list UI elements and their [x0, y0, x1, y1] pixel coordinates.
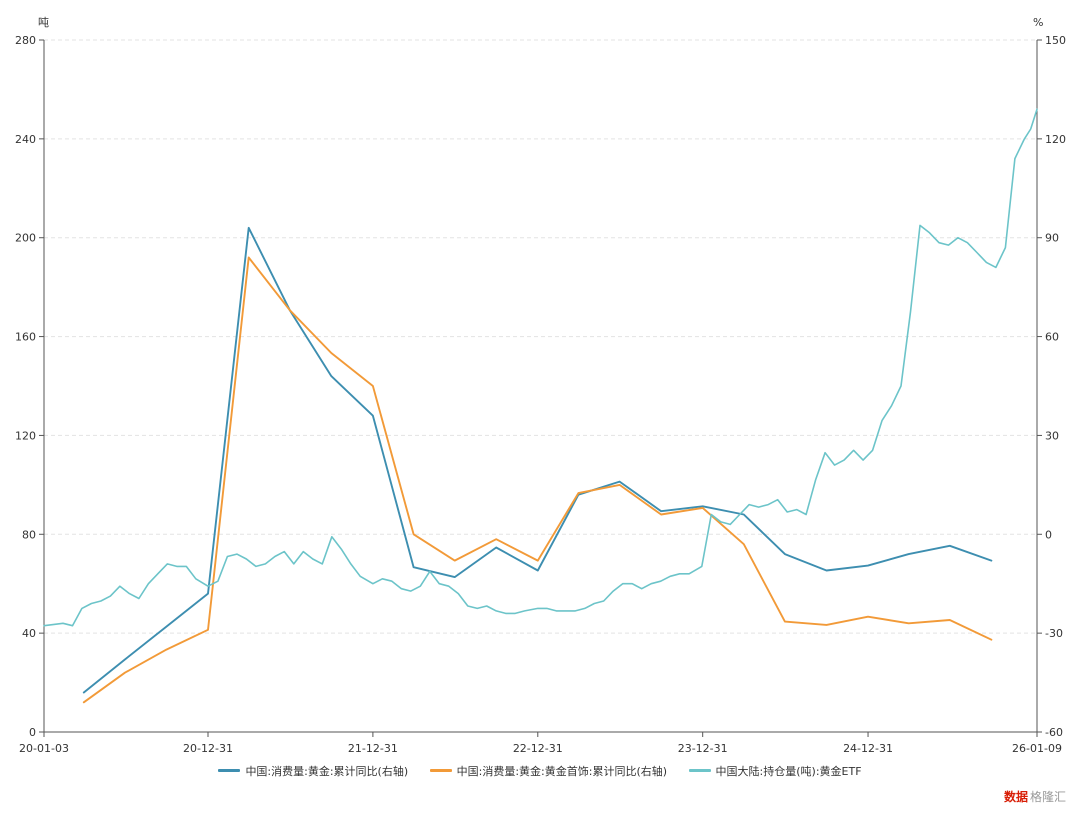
series-line-1	[82, 256, 993, 704]
legend-item-gold-etf-holdings[interactable]: 中国大陆:持仓量(吨):黄金ETF	[688, 763, 862, 779]
x-axis-tick-label: 20-01-03	[19, 742, 69, 755]
gridlines	[44, 39, 1037, 634]
x-axis-tick-label: 21-12-31	[348, 742, 398, 755]
right-axis-tick-label: -60	[1045, 726, 1063, 739]
legend-swatch	[218, 769, 241, 772]
source-brand: 格隆汇	[1029, 790, 1066, 804]
left-axis-tick-label: 200	[15, 232, 36, 245]
chart-svg: 吨 % 0 40 80 120 160 200 240 280 -60 -30 0 30 60 90 120…	[15, 16, 1066, 755]
left-axis-tick-label: 280	[15, 34, 36, 47]
legend-item-gold-jewelry-consumption[interactable]: 中国:消费量:黄金:黄金首饰:累计同比(右轴)	[429, 763, 668, 779]
source-watermark: 数据 格隆汇	[1004, 788, 1066, 805]
x-axis-tick-label: 24-12-31	[843, 742, 893, 755]
legend-label: 中国:消费量:黄金:累计同比(右轴)	[245, 764, 409, 778]
legend-item-gold-consumption[interactable]: 中国:消费量:黄金:累计同比(右轴)	[218, 763, 408, 779]
legend-label: 中国大陆:持仓量(吨):黄金ETF	[715, 764, 862, 778]
legend: 中国:消费量:黄金:累计同比(右轴) 中国:消费量:黄金:黄金首饰:累计同比(右…	[0, 762, 1080, 779]
legend-swatch	[688, 769, 711, 772]
right-axis-tick-label: 30	[1045, 429, 1059, 442]
right-axis-tick-label: 120	[1045, 133, 1066, 146]
left-axis-tick-label: 160	[15, 331, 36, 344]
right-axis-tick-label: 90	[1045, 232, 1059, 245]
left-axis-tick-label: 80	[22, 528, 36, 541]
series-line-0	[82, 226, 993, 694]
left-axis-tick-label: 0	[29, 726, 36, 739]
right-axis-tick-label: 0	[1045, 528, 1052, 541]
left-axis-tick-label: 240	[15, 133, 36, 146]
x-axis-tick-label: 23-12-31	[678, 742, 728, 755]
x-axis-tick-label: 20-12-31	[183, 742, 233, 755]
right-axis-tick-label: 60	[1045, 331, 1059, 344]
left-axis-tick-label: 40	[22, 627, 36, 640]
x-axis-tick-label: 22-12-31	[513, 742, 563, 755]
series-line-2	[43, 108, 1038, 627]
left-axis-tick-label: 120	[15, 429, 36, 442]
right-axis-unit: %	[1033, 16, 1043, 29]
right-axis-tick-label: -30	[1045, 627, 1063, 640]
legend-label: 中国:消费量:黄金:黄金首饰:累计同比(右轴)	[456, 764, 668, 778]
left-axis-unit: 吨	[38, 16, 49, 29]
series-lines	[43, 108, 1038, 704]
x-axis-tick-label: 26-01-09	[1012, 742, 1062, 755]
source-label: 数据	[1003, 790, 1028, 804]
right-axis-tick-label: 150	[1045, 34, 1066, 47]
axes: 吨 % 0 40 80 120 160 200 240 280 -60 -30 0 30 60 90 120…	[15, 16, 1066, 755]
legend-swatch	[429, 769, 452, 772]
